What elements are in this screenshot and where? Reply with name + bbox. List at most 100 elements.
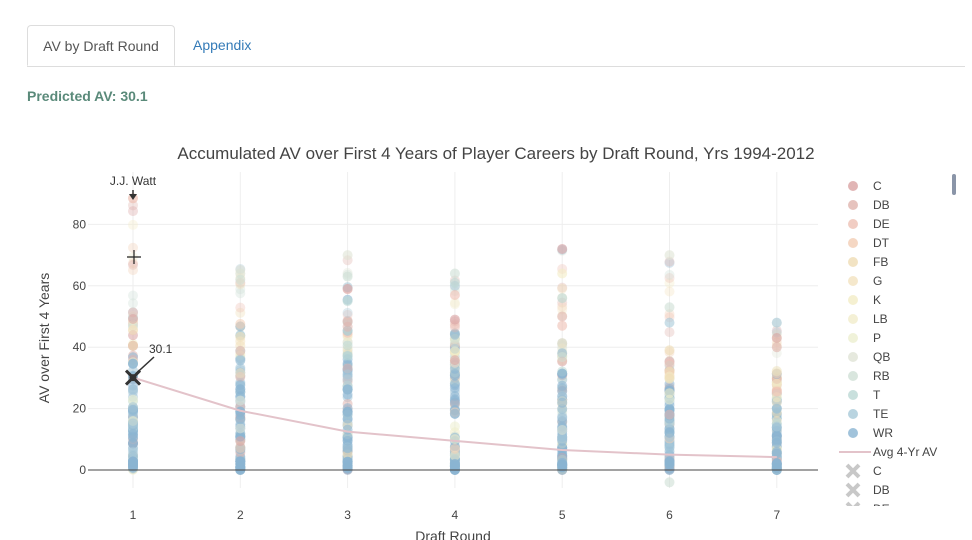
data-point (128, 298, 138, 309)
data-point (664, 458, 675, 469)
x-tick-label: 6 (666, 508, 673, 522)
x-tick-label: 3 (344, 508, 351, 522)
data-point (664, 269, 675, 280)
legend-label: DB (873, 483, 890, 497)
y-tick-label: 60 (73, 279, 87, 293)
legend-swatch (848, 314, 858, 324)
data-point (557, 380, 568, 391)
legend-swatch (848, 352, 858, 362)
data-point (771, 403, 782, 414)
data-point (664, 358, 675, 369)
data-point (557, 282, 568, 293)
data-point (449, 355, 460, 366)
legend-label: DT (873, 236, 889, 250)
data-point (771, 365, 782, 376)
data-point (235, 456, 246, 467)
data-point (342, 384, 353, 395)
data-points (128, 193, 782, 488)
data-point (664, 394, 675, 405)
chart-title: Accumulated AV over First 4 Years of Pla… (177, 144, 814, 163)
data-point (664, 317, 675, 328)
legend-scrollbar[interactable] (952, 174, 956, 195)
data-point (342, 250, 353, 261)
data-point (235, 395, 246, 406)
data-point (771, 386, 782, 397)
data-point (449, 314, 460, 325)
data-point (557, 460, 568, 471)
legend-label: K (873, 293, 882, 307)
data-point (449, 369, 460, 380)
data-point (128, 404, 138, 415)
data-point (664, 409, 675, 420)
data-point (128, 200, 138, 211)
data-point (557, 351, 568, 362)
data-point (664, 477, 675, 488)
data-point (664, 309, 675, 320)
data-point (235, 354, 246, 365)
data-point (342, 321, 353, 332)
data-point (449, 322, 460, 333)
data-point (235, 288, 246, 299)
data-point (342, 307, 353, 318)
data-point (449, 408, 460, 419)
data-point (128, 290, 138, 301)
data-point (664, 442, 675, 453)
x-marker-icon (845, 482, 861, 498)
avg-4yr-av-line (132, 376, 777, 459)
legend-swatch (848, 409, 858, 419)
data-point (449, 290, 460, 301)
legend-swatch (848, 238, 858, 248)
data-point (342, 283, 353, 294)
data-point (664, 257, 675, 268)
data-point (449, 268, 460, 279)
legend-swatch (848, 257, 858, 267)
data-point (771, 437, 782, 448)
legend-label: G (873, 274, 883, 288)
data-point (128, 429, 138, 440)
data-point (771, 325, 782, 336)
data-point (449, 299, 460, 310)
legend-swatch (848, 428, 858, 438)
data-point (342, 374, 353, 385)
legend-label: P (873, 331, 882, 345)
data-point (449, 378, 460, 389)
data-point (235, 368, 246, 379)
data-point (342, 464, 353, 475)
data-point (557, 268, 568, 279)
data-point (128, 324, 138, 335)
data-point (664, 345, 675, 356)
data-point (449, 434, 460, 445)
data-point (557, 411, 568, 422)
tab-appendix[interactable]: Appendix (193, 37, 252, 53)
legend-swatch (848, 219, 858, 229)
data-point (771, 446, 782, 457)
legend-swatch (848, 390, 858, 400)
data-point (235, 318, 246, 329)
data-point (342, 456, 353, 467)
x-marker-icon (845, 501, 861, 506)
data-point (664, 427, 675, 438)
annotations: J.J. Watt 30.1 (110, 174, 173, 386)
legend-label: Avg 4-Yr AV (873, 445, 938, 459)
data-point (128, 259, 138, 270)
data-point (128, 314, 138, 325)
data-point (235, 274, 246, 285)
data-point (128, 340, 138, 351)
data-point (342, 424, 353, 435)
tab-bar: AV by Draft Round Appendix (27, 25, 965, 67)
data-point (235, 443, 246, 454)
data-point (128, 219, 138, 230)
legend-label: FB (873, 255, 889, 269)
data-point (128, 358, 138, 369)
data-point (664, 250, 675, 261)
legend-label: RB (873, 369, 890, 383)
data-point (342, 340, 353, 351)
data-point (771, 332, 782, 343)
legend-swatch (848, 200, 858, 210)
data-point (557, 368, 568, 379)
tab-av-by-draft-round[interactable]: AV by Draft Round (27, 25, 175, 66)
data-point (342, 406, 353, 417)
data-point (342, 351, 353, 362)
legend[interactable]: C DB DE DT FB GK LB P QB RB T TE WR Avg 4-Yr AV C DB DE (838, 173, 956, 506)
